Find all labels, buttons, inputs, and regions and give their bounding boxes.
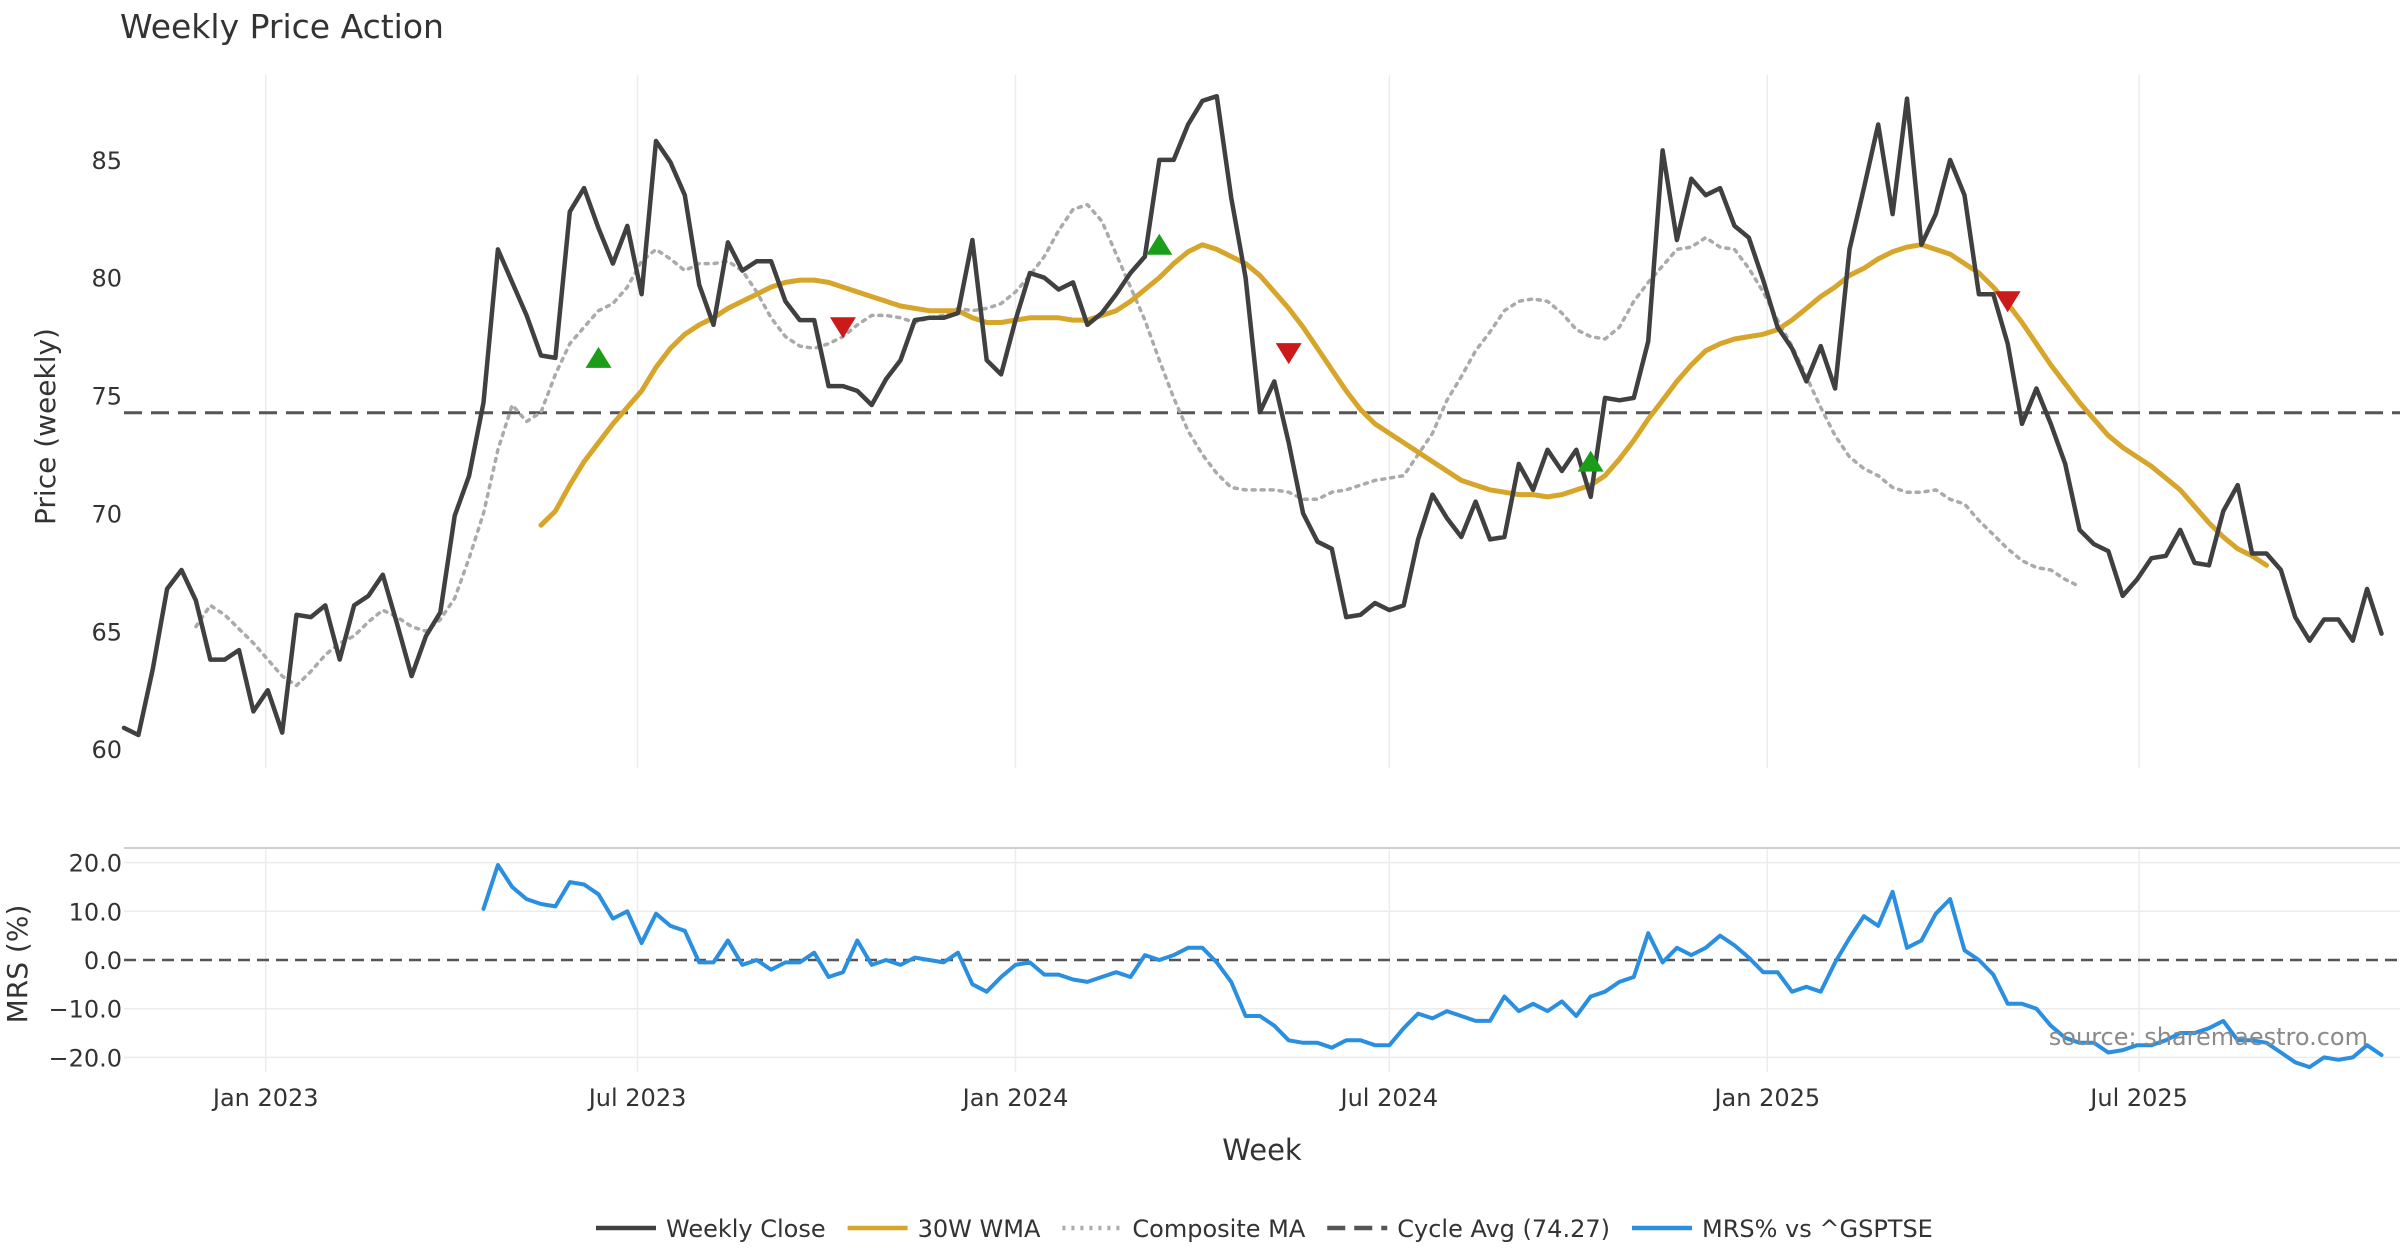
mrs-panel: 20.0 10.0 0.0 −10.0 −20.0 MRS (%) Jan 2023 Jul … [1,847,2400,1112]
price-y-tick-label: 70 [91,500,122,528]
mrs-y-tick-label: 0.0 [84,947,122,975]
sell-signal-marker [1994,291,2021,313]
price-y-tick-label: 75 [91,383,122,411]
buy-signal-marker [1146,233,1173,255]
x-axis-label: Week [1222,1133,1302,1167]
x-tick-label: Jan 2025 [1712,1084,1820,1112]
price-y-tick-label: 80 [91,265,122,293]
legend: Weekly Close 30W WMA Composite MA Cycle Avg… [596,1215,1933,1243]
chart-title: Weekly Price Action [120,7,444,46]
sell-signal-marker [1275,343,1302,365]
buy-signal-marker [1577,450,1604,472]
x-tick-label: Jul 2025 [2088,1084,2188,1112]
legend-label: Composite MA [1132,1215,1305,1243]
price-y-tick-label: 85 [91,147,122,175]
mrs-y-tick-label: −10.0 [48,996,122,1024]
price-y-axis-label: Price (weekly) [29,328,62,525]
mrs-y-tick-label: 20.0 [69,850,122,878]
mrs-y-tick-label: −20.0 [48,1044,122,1072]
price-panel: 60 65 70 75 80 85 Price (weekly) [29,75,2400,768]
legend-label: Weekly Close [666,1215,826,1243]
source-label: source: sharemaestro.com [2049,1023,2368,1051]
mrs-y-axis-label: MRS (%) [1,905,34,1024]
buy-signal-marker [585,346,612,368]
x-tick-label: Jul 2024 [1339,1084,1439,1112]
mrs-y-tick-label: 10.0 [69,898,122,926]
sell-signal-marker [829,317,856,339]
x-tick-label: Jan 2023 [211,1084,319,1112]
price-y-tick-label: 60 [91,736,122,764]
x-tick-label: Jan 2024 [961,1084,1069,1112]
series-mrs [481,863,2384,1070]
series-weekly-close [121,93,2384,738]
series-30w-wma [538,242,2269,568]
x-tick-label: Jul 2023 [587,1084,687,1112]
legend-label: MRS% vs ^GSPTSE [1702,1215,1933,1243]
legend-label: Cycle Avg (74.27) [1397,1215,1610,1243]
series-composite-ma [194,202,2082,688]
legend-label: 30W WMA [918,1215,1041,1243]
price-y-tick-label: 65 [91,618,122,646]
